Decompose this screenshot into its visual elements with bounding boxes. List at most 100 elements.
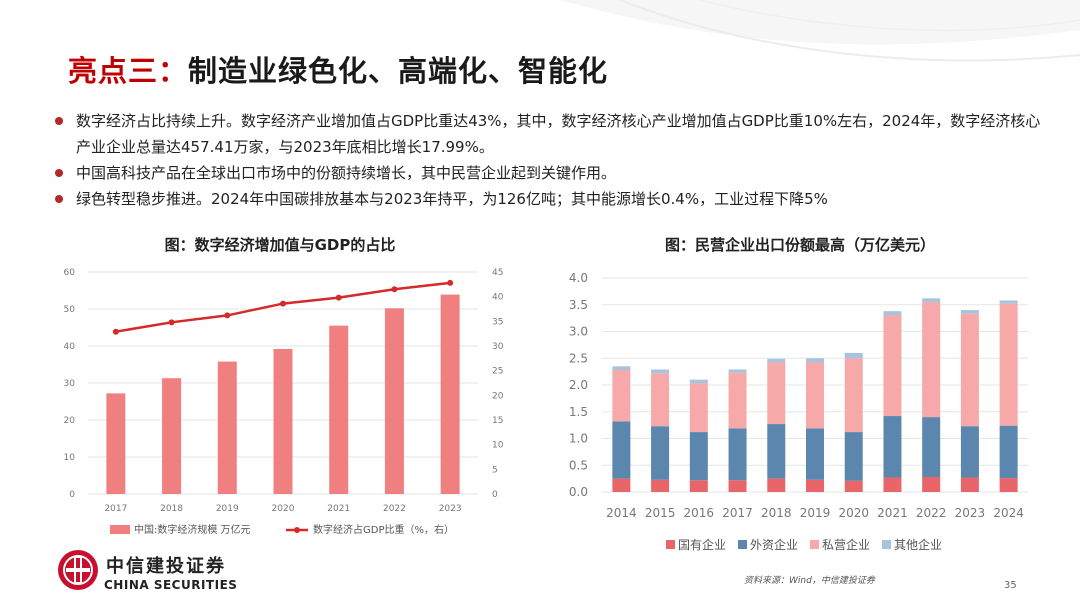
stacked-bar-segment xyxy=(612,478,631,492)
stacked-bar-segment xyxy=(999,478,1018,492)
stacked-bar-segment xyxy=(806,428,824,480)
line-point xyxy=(391,286,398,293)
y-tick: 0.5 xyxy=(569,458,588,472)
legend-swatch-bar xyxy=(110,525,130,534)
stacked-bar-segment xyxy=(806,479,824,492)
bullet-item: 中国高科技产品在全球出口市场中的份额持续增长，其中民营企业起到关键作用。 xyxy=(52,160,1052,186)
stacked-bar-segment xyxy=(844,432,863,481)
source-note: 资料来源：Wind，中信建投证券 xyxy=(744,576,875,586)
x-tick-label: 2022 xyxy=(916,506,947,520)
stacked-bar-segment xyxy=(960,477,979,492)
stacked-bar-segment xyxy=(728,372,747,429)
stacked-bar-segment xyxy=(922,302,941,418)
y-tick-right: 0 xyxy=(492,490,498,500)
stacked-bar-segment xyxy=(999,425,1018,479)
x-tick-label: 2016 xyxy=(684,506,715,520)
x-tick-label: 2024 xyxy=(993,506,1024,520)
x-tick-label: 2020 xyxy=(838,506,869,520)
y-tick-right: 40 xyxy=(492,293,504,303)
line-point xyxy=(447,279,454,286)
stacked-bar-segment xyxy=(612,366,631,371)
legend-swatch xyxy=(882,540,891,549)
stacked-bar-segment xyxy=(767,478,786,492)
legend-label: 其他企业 xyxy=(894,537,942,552)
stacked-bar-segment xyxy=(883,477,902,492)
legend-label: 中国:数字经济规模 万亿元 xyxy=(134,523,251,536)
stacked-bar-segment xyxy=(728,369,747,373)
stacked-bar-segment xyxy=(960,426,979,478)
stacked-bar-segment xyxy=(844,480,863,492)
x-tick-label: 2018 xyxy=(160,504,183,514)
y-tick-right: 20 xyxy=(492,391,504,401)
y-tick-left: 20 xyxy=(64,416,76,426)
bullet-item: 绿色转型稳步推进。2024年中国碳排放基本与2023年持平，为126亿吨；其中能… xyxy=(52,186,1052,212)
legend-swatch xyxy=(666,540,675,549)
y-tick-right: 25 xyxy=(492,367,503,377)
y-tick-right: 5 xyxy=(492,465,498,475)
y-tick-left: 30 xyxy=(64,379,76,389)
y-tick-right: 30 xyxy=(492,342,504,352)
stacked-bar-segment xyxy=(767,358,786,363)
x-tick-label: 2017 xyxy=(722,506,753,520)
x-tick-label: 2018 xyxy=(761,506,792,520)
stacked-bar-segment xyxy=(922,417,941,478)
bullet-list: 数字经济占比持续上升。数字经济产业增加值占GDP比重达43%，其中，数字经济核心… xyxy=(52,108,1052,212)
line-point xyxy=(112,328,119,335)
stacked-bar-segment xyxy=(883,416,902,478)
x-tick-label: 2023 xyxy=(955,506,986,520)
y-tick: 3.0 xyxy=(569,325,588,339)
x-tick-label: 2021 xyxy=(327,504,350,514)
slide-title: 亮点三：制造业绿色化、高端化、智能化 xyxy=(68,48,608,90)
legend-label: 国有企业 xyxy=(678,537,726,552)
x-tick-label: 2015 xyxy=(645,506,676,520)
y-tick: 0.0 xyxy=(569,485,588,499)
chart-title-left: 图：数字经济增加值与GDP的占比 xyxy=(164,236,396,254)
stacked-bar-segment xyxy=(651,479,670,492)
y-tick-right: 35 xyxy=(492,317,503,327)
title-highlight: 亮点三： xyxy=(68,54,189,88)
bar xyxy=(106,393,126,494)
stacked-bar-segment xyxy=(689,383,708,433)
logo-text-cn: 中信建投证券 xyxy=(106,556,226,577)
y-tick-left: 40 xyxy=(64,342,76,352)
stacked-bar-segment xyxy=(651,369,670,374)
bar xyxy=(273,348,293,494)
stacked-bar-segment xyxy=(999,303,1018,426)
stacked-bar-segment xyxy=(767,362,786,425)
x-tick-label: 2022 xyxy=(383,504,406,514)
x-tick-label: 2017 xyxy=(104,504,127,514)
legend-swatch xyxy=(738,540,747,549)
stacked-bar-segment xyxy=(922,477,941,492)
bar xyxy=(162,378,182,494)
line-point xyxy=(280,300,286,307)
stacked-bar-segment xyxy=(960,313,979,427)
y-tick: 1.5 xyxy=(569,405,588,419)
legend-label: 数字经济占GDP比重（%，右） xyxy=(313,523,454,536)
stacked-bar-segment xyxy=(728,428,747,481)
bar xyxy=(217,361,237,494)
stacked-bar-segment xyxy=(612,370,631,422)
x-tick-label: 2019 xyxy=(800,506,831,520)
stacked-bar-segment xyxy=(922,298,941,303)
bar xyxy=(440,294,460,494)
y-tick: 3.5 xyxy=(569,298,588,312)
x-tick-label: 2021 xyxy=(877,506,908,520)
y-tick: 2.0 xyxy=(569,378,588,392)
y-tick-right: 15 xyxy=(492,416,503,426)
y-tick-left: 0 xyxy=(69,490,75,500)
y-tick-right: 10 xyxy=(492,441,504,451)
stacked-bar-segment xyxy=(689,480,708,492)
line-point xyxy=(224,312,231,319)
y-tick: 1.0 xyxy=(569,432,588,446)
legend-label: 私营企业 xyxy=(822,537,870,552)
legend-swatch xyxy=(810,540,819,549)
stacked-bar-segment xyxy=(806,362,824,429)
stacked-bar-segment xyxy=(844,358,863,433)
y-tick: 4.0 xyxy=(569,271,588,285)
y-tick-left: 50 xyxy=(64,305,76,315)
logo-text-en: CHINA SECURITIES xyxy=(104,578,238,592)
title-text: 制造业绿色化、高端化、智能化 xyxy=(188,54,609,88)
stacked-bar-segment xyxy=(689,379,708,384)
y-tick-left: 10 xyxy=(64,453,76,463)
page-number: 35 xyxy=(1004,580,1017,591)
